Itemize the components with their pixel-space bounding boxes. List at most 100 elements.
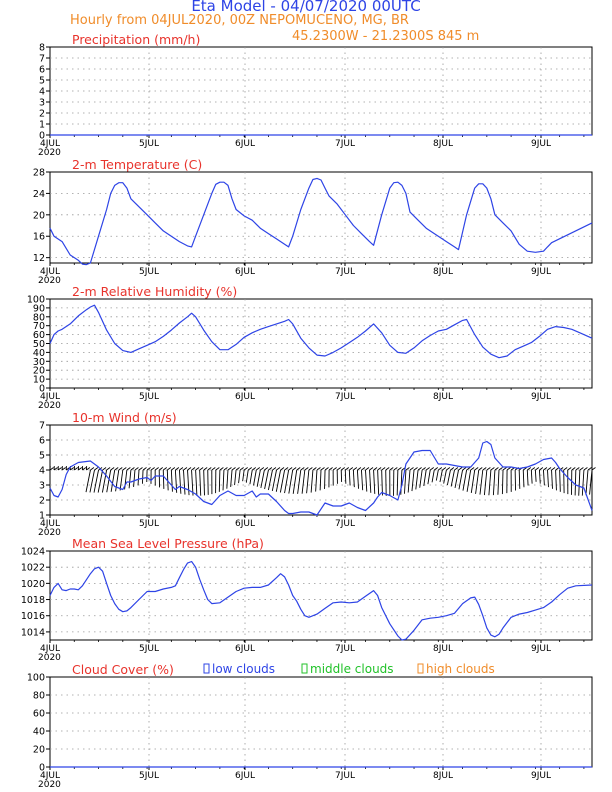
wind-barb-flag [110,467,115,471]
wind-barb [373,469,376,494]
wind-barb-flag [94,467,99,471]
wind-barb-flag [531,467,536,471]
wind-ytick-label: 1 [39,511,45,522]
wind-barb-flag [223,467,228,471]
rh-ytick-label: 70 [33,321,45,332]
legend-label-high-clouds: high clouds [426,662,495,676]
wind-barb [133,469,136,487]
wind-barb-flag [199,467,204,471]
precip-xtick-label: 7JUL [335,139,355,149]
wind-barb-flag [211,467,216,471]
wind-barb [128,469,132,489]
wind-barb [234,469,237,486]
precip-xtick-label: 9JUL [531,139,551,149]
wind-barb [526,469,529,486]
wind-barb [93,469,99,493]
wind-barb-flag [154,467,159,471]
wind-barb-flag [454,467,459,471]
wind-barb [381,469,383,496]
wind-barb [195,469,198,496]
wind-barb-flag [207,467,212,471]
rh-xtick-label: 4JUL [40,392,60,402]
mslp-ytick-label: 1018 [21,595,45,606]
wind-barb-flag [134,467,139,471]
wind-barb-flag [102,467,107,471]
wind-barb [400,469,403,495]
wind-barb-flag [567,467,572,471]
wind-barb [407,469,411,493]
temp-xtick-label: 6JUL [235,267,255,277]
cloud-ytick-label: 0 [39,763,45,774]
wind-barb-flag [486,467,491,471]
precip-year-label: 2020 [38,148,61,158]
wind-barb-flag [591,467,596,471]
wind-barb-flag [187,467,192,471]
precip-ytick-label: 7 [39,54,45,65]
wind-barb-flag [78,467,83,471]
wind-barb-flag [571,467,576,471]
wind-barb-flag [179,467,184,471]
wind-barb-flag [405,467,410,471]
wind-barb [454,469,459,489]
wind-barb-flag [446,467,451,471]
temp-title: 2-m Temperature (C) [72,157,202,172]
wind-barb-flag [126,467,131,471]
mslp-ytick-label: 1024 [21,547,45,558]
page-title: Eta Model - 04/07/2020 00UTC [191,0,421,15]
precip-ytick-label: 1 [39,120,45,131]
wind-barb-flag [231,467,236,471]
wind-barb-flag [162,467,168,471]
wind-barb [551,469,553,489]
wind-barb-flag [502,467,507,471]
wind-barb-flag [474,467,479,471]
legend-swatch-high-clouds [417,663,424,674]
wind-barb [543,469,545,486]
wind-barb [218,469,221,492]
wind-ytick-label: 6 [39,436,45,447]
wind-barb-flag [90,467,95,471]
wind-barb [292,469,298,494]
wind-barb-flag [130,467,135,471]
temp-ytick-label: 20 [33,210,45,221]
wind-barb-flag [393,467,398,471]
rh-xtick-label: 9JUL [531,392,551,402]
wind-barb [344,469,347,484]
wind-barb-flag [381,467,386,471]
wind-barb [141,469,144,484]
wind-barb [497,469,500,495]
wind-barb-flag [494,467,499,471]
precip-ytick-label: 6 [39,65,45,76]
wind-barb-flag [409,467,414,471]
wind-barb-flag [450,467,455,471]
rh-xtick-label: 5JUL [139,392,159,402]
wind-barb [275,469,281,492]
wind-ytick-label: 7 [39,421,45,432]
wind-barb [178,469,182,494]
mslp-xtick-label: 6JUL [235,644,255,654]
wind-barb [253,469,257,486]
wind-barb [360,469,364,491]
mslp-ytick-label: 1014 [21,627,45,638]
cloud-ytick-label: 80 [33,691,45,702]
wind-barb [284,469,290,494]
wind-barb [97,469,104,493]
wind-barb [415,469,419,490]
wind-barb [439,469,443,483]
wind-barb [110,469,116,492]
wind-barb [475,469,480,494]
wind-barb-flag [118,467,123,471]
wind-barb-flag [425,467,430,471]
wind-barb-flag [579,467,584,471]
wind-barb-flag [235,467,240,471]
wind-barb-flag [61,467,66,471]
wind-barb-flag [539,467,544,471]
run-subtitle: Hourly from 04JUL2020, 00Z NEPOMUCENO, M… [70,13,409,28]
wind-barb [85,469,91,493]
wind-barb [256,469,261,487]
wind-ytick-label: 4 [39,466,45,477]
wind-barb-flag [175,467,180,471]
wind-barb-flag [357,467,362,471]
temp-xtick-label: 7JUL [335,267,355,277]
temp-ytick-label: 16 [33,232,45,243]
wind-barb [162,469,165,489]
